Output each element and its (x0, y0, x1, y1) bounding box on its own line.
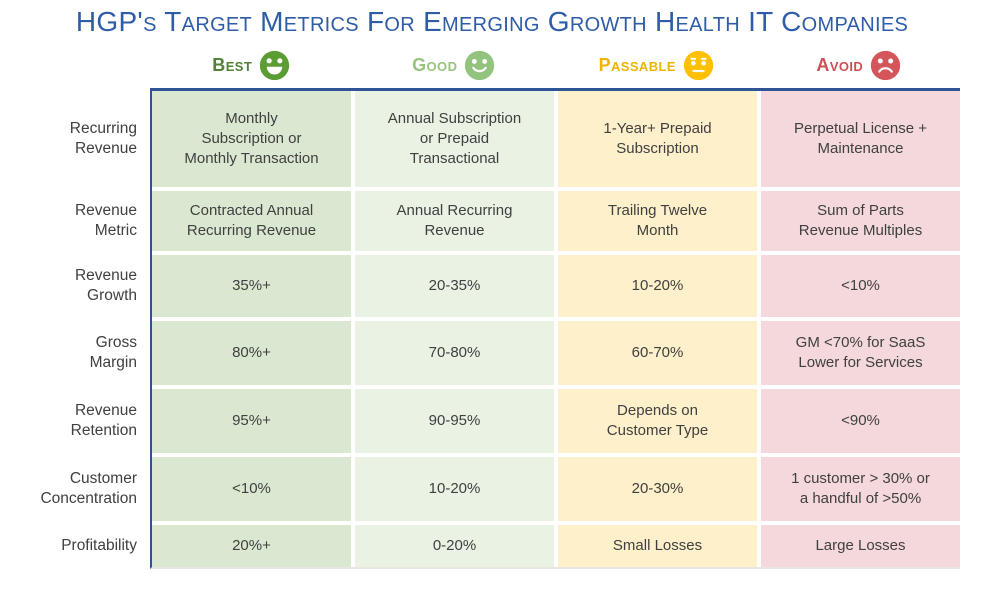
table-cell-avoid: 1 customer > 30% or a handful of >50% (761, 457, 960, 521)
table-cell-good: Annual Recurring Revenue (355, 191, 554, 251)
table-cell-best: Monthly Subscription or Monthly Transact… (152, 91, 351, 187)
table-cell-best: 80%+ (152, 321, 351, 385)
column-header-label-best: Best (212, 55, 253, 75)
column-header-label-avoid: Avoid (816, 55, 864, 75)
column-header-label-good: Good (412, 55, 458, 75)
frown-face-icon (870, 50, 901, 81)
table-cell-good: 70-80% (355, 321, 554, 385)
table-cell-good: 0-20% (355, 525, 554, 567)
table-cell-passable: 20-30% (558, 457, 757, 521)
row-label-revenue-growth: Revenue Growth (74, 266, 137, 304)
row-label-revenue-metric: Revenue Metric (74, 201, 137, 239)
column-header-good: Good (353, 50, 556, 81)
column-header-avoid: Avoid (758, 50, 961, 81)
table-cell-good: 20-35% (355, 255, 554, 317)
table-cell-avoid: Sum of Parts Revenue Multiples (761, 191, 960, 251)
table-cell-best: 35%+ (152, 255, 351, 317)
table-cell-passable: 1-Year+ Prepaid Subscription (558, 91, 757, 187)
table-cell-passable: Depends on Customer Type (558, 389, 757, 453)
column-header-label-passable: Passable (598, 55, 676, 75)
table-cell-avoid: <10% (761, 255, 960, 317)
smile-face-icon (464, 50, 495, 81)
table-cell-best: Contracted Annual Recurring Revenue (152, 191, 351, 251)
page-title: HGP's Target Metrics For Emerging Growth… (75, 6, 909, 37)
column-header-best: Best (150, 50, 353, 81)
metrics-grid: Monthly Subscription or Monthly Transact… (150, 88, 960, 569)
row-label-revenue-retention: Revenue Retention (70, 401, 137, 439)
table-cell-passable: Trailing Twelve Month (558, 191, 757, 251)
column-header-passable: Passable (555, 50, 758, 81)
table-cell-good: 10-20% (355, 457, 554, 521)
table-cell-avoid: Perpetual License + Maintenance (761, 91, 960, 187)
row-label-gross-margin: Gross Margin (89, 333, 137, 371)
grin-face-icon (259, 50, 290, 81)
table-cell-good: Annual Subscription or Prepaid Transacti… (355, 91, 554, 187)
row-label-profitability: Profitability (61, 536, 137, 554)
table-cell-best: 20%+ (152, 525, 351, 567)
column-headers: Best Good Passab (150, 50, 960, 81)
row-label-customer-concentration: Customer Concentration (40, 469, 137, 507)
table-cell-avoid: GM <70% for SaaS Lower for Services (761, 321, 960, 385)
table-cell-avoid: Large Losses (761, 525, 960, 567)
row-labels-column: Recurring Revenue Revenue Metric Revenue… (0, 88, 150, 569)
table-cell-avoid: <90% (761, 389, 960, 453)
metrics-table: Recurring Revenue Revenue Metric Revenue… (0, 88, 960, 569)
table-cell-passable: 10-20% (558, 255, 757, 317)
row-label-recurring-revenue: Recurring Revenue (69, 119, 137, 157)
table-cell-good: 90-95% (355, 389, 554, 453)
neutral-face-icon (683, 50, 714, 81)
table-cell-best: <10% (152, 457, 351, 521)
table-cell-passable: Small Losses (558, 525, 757, 567)
table-cell-best: 95%+ (152, 389, 351, 453)
table-cell-passable: 60-70% (558, 321, 757, 385)
